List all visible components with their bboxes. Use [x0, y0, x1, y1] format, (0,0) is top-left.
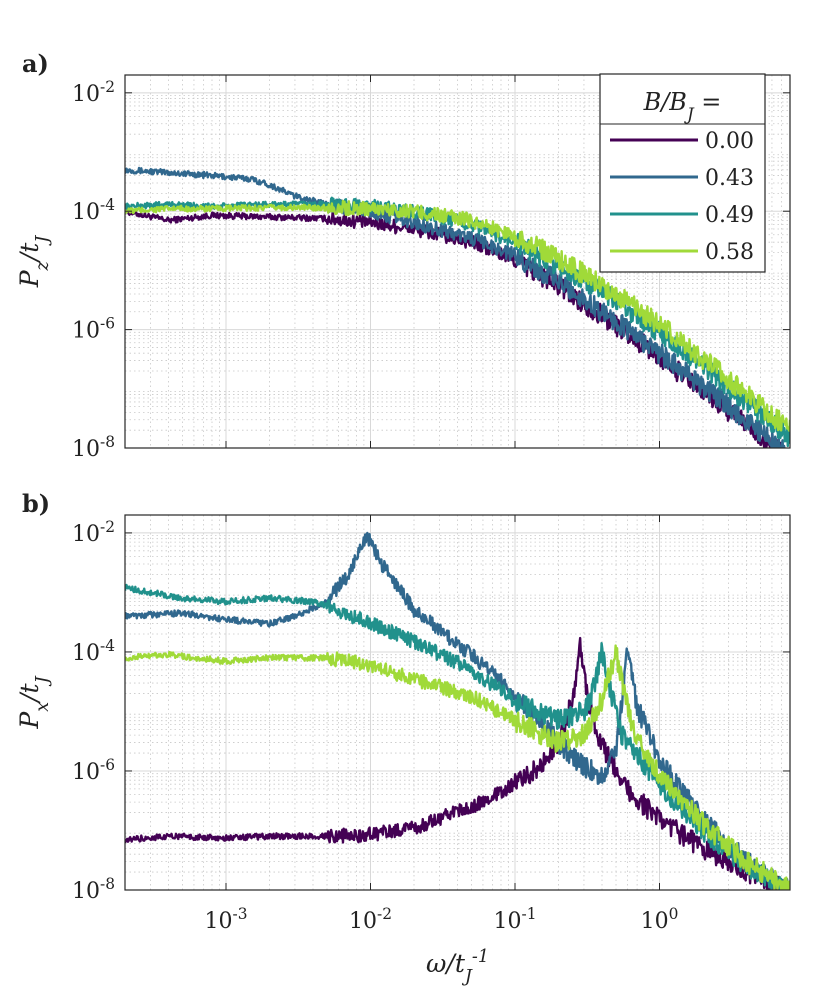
x-tick-label: 100 — [641, 905, 679, 934]
series-line-0.43 — [125, 531, 790, 890]
x-tick-label: 10-1 — [494, 905, 537, 934]
panel-b: 10-8 10-6 10-4 10-2 10-3 10-2 10-1 100 b) Px/tJ ω/… — [15, 489, 791, 987]
y-tick-label: 10-4 — [72, 196, 115, 225]
series-line-0.00 — [125, 636, 790, 890]
legend-entry-label: 0.43 — [705, 166, 754, 191]
series-line-0.58 — [125, 199, 790, 432]
y-tick-label: 10-6 — [72, 756, 115, 785]
y-tick-label: 10-2 — [72, 518, 115, 547]
y-axis-label: Pz/tJ — [15, 235, 53, 289]
legend-entry-label: 0.00 — [705, 129, 754, 154]
legend-box — [599, 73, 766, 273]
y-tick-label: 10-2 — [72, 78, 115, 107]
series-line-0.49 — [125, 583, 790, 890]
axes-frame — [124, 74, 791, 449]
y-axis-label: Px/tJ — [15, 675, 53, 729]
y-tick-label: 10-6 — [72, 315, 115, 344]
legend-title: B/BJ = — [643, 88, 722, 124]
axes-frame — [124, 514, 791, 891]
legend: B/BJ = 0.00 0.43 0.49 0.58 — [599, 73, 766, 273]
panel-a: 10-8 10-6 10-4 10-2 a) Pz/tJ B/BJ = 0.00 0.43 0.4… — [15, 49, 791, 462]
panel-label: b) — [22, 489, 50, 518]
series-line-0.43 — [125, 166, 786, 448]
x-tick-label: 10-2 — [349, 905, 392, 934]
legend-entry-label: 0.49 — [705, 203, 754, 228]
y-tick-label: 10-8 — [72, 433, 115, 462]
series-line-0.58 — [125, 644, 790, 890]
x-tick-label: 10-3 — [205, 905, 248, 934]
panel-label: a) — [22, 49, 49, 78]
legend-entry-label: 0.58 — [705, 240, 754, 265]
y-tick-label: 10-4 — [72, 637, 115, 666]
x-axis-label: ω/tJ-1 — [426, 947, 489, 987]
y-tick-label: 10-8 — [72, 875, 115, 904]
